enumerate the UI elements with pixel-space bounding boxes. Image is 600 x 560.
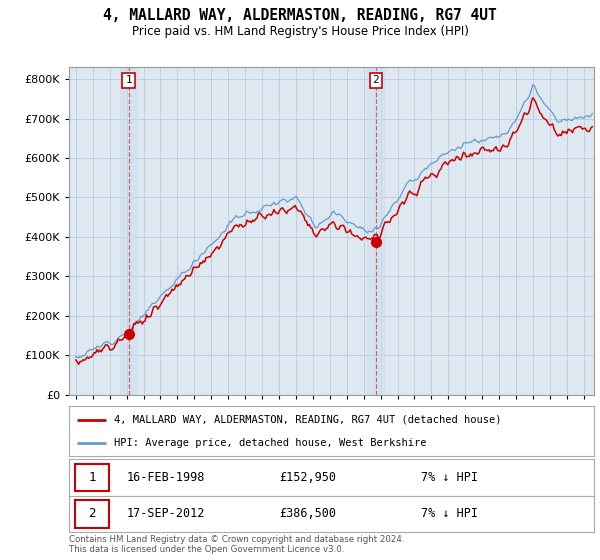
Text: 4, MALLARD WAY, ALDERMASTON, READING, RG7 4UT (detached house): 4, MALLARD WAY, ALDERMASTON, READING, RG…: [113, 414, 501, 424]
Text: HPI: Average price, detached house, West Berkshire: HPI: Average price, detached house, West…: [113, 438, 426, 448]
Text: Price paid vs. HM Land Registry's House Price Index (HPI): Price paid vs. HM Land Registry's House …: [131, 25, 469, 38]
Text: £386,500: £386,500: [279, 507, 336, 520]
Text: 4, MALLARD WAY, ALDERMASTON, READING, RG7 4UT: 4, MALLARD WAY, ALDERMASTON, READING, RG…: [103, 8, 497, 24]
Text: 1: 1: [125, 76, 132, 85]
Bar: [120, 67, 137, 395]
FancyBboxPatch shape: [76, 464, 109, 491]
FancyBboxPatch shape: [76, 500, 109, 528]
Text: 7% ↓ HPI: 7% ↓ HPI: [421, 471, 478, 484]
Bar: [367, 67, 384, 395]
Text: 16-FEB-1998: 16-FEB-1998: [127, 471, 205, 484]
Text: 17-SEP-2012: 17-SEP-2012: [127, 507, 205, 520]
Text: 7% ↓ HPI: 7% ↓ HPI: [421, 507, 478, 520]
Text: 2: 2: [373, 76, 379, 85]
Text: Contains HM Land Registry data © Crown copyright and database right 2024.
This d: Contains HM Land Registry data © Crown c…: [69, 535, 404, 554]
Text: 1: 1: [88, 471, 96, 484]
Text: 2: 2: [88, 507, 96, 520]
Text: £152,950: £152,950: [279, 471, 336, 484]
